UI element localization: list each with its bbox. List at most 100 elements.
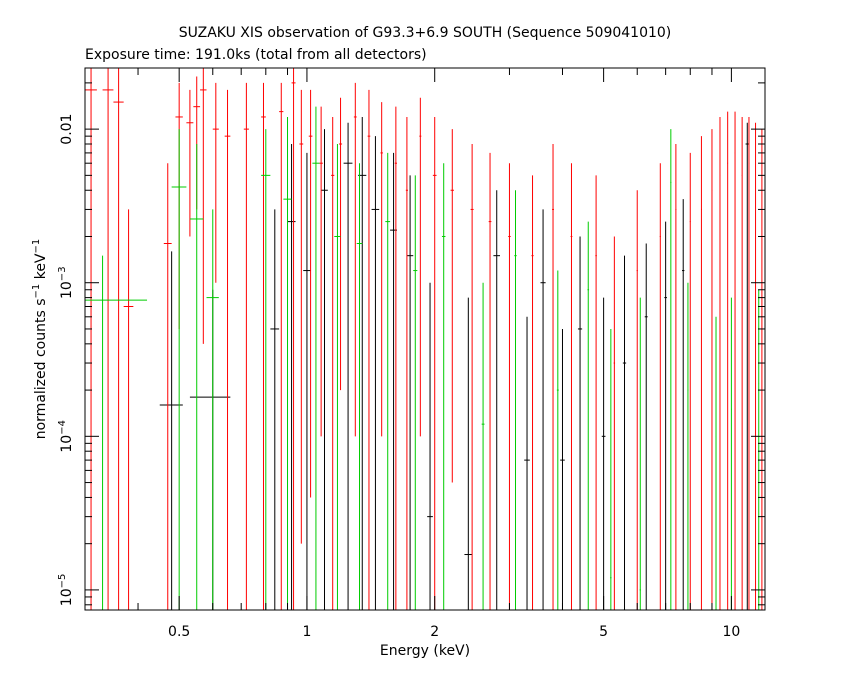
y-axis-label-middle: keV (33, 253, 49, 284)
data-point (675, 144, 677, 610)
data-point (319, 106, 323, 437)
data-point (353, 82, 357, 437)
data-point (745, 122, 749, 610)
y-tick-label: 10−5 (57, 574, 75, 607)
data-point (270, 209, 280, 610)
data-point (664, 221, 667, 610)
data-point (113, 68, 124, 610)
data-point (331, 116, 335, 610)
data-point (189, 289, 231, 610)
data-point (470, 144, 474, 610)
data-point (560, 328, 565, 610)
data-point (488, 152, 492, 610)
data-point (299, 89, 304, 544)
chart-title: SUZAKU XIS observation of G93.3+6.9 SOUT… (179, 25, 672, 41)
series-0 (159, 116, 749, 610)
data-point (587, 221, 590, 610)
x-tick-label: 0.5 (168, 624, 190, 640)
y-axis-label-exp1: −1 (31, 284, 42, 299)
data-point (613, 236, 616, 610)
data-point (303, 152, 311, 610)
data-point (102, 68, 114, 610)
data-point (321, 129, 328, 610)
data-point (380, 102, 383, 437)
data-point (406, 175, 414, 610)
data-point (394, 106, 398, 610)
data-point (622, 255, 627, 610)
data-point (212, 82, 219, 283)
data-point (711, 129, 713, 610)
data-point (413, 175, 418, 610)
data-point (279, 82, 284, 610)
data-point (464, 297, 473, 610)
y-tick-label: 10−4 (57, 420, 75, 453)
data-point (163, 163, 172, 610)
data-point (339, 97, 343, 391)
x-tick-label: 10 (722, 624, 740, 640)
data-point (343, 122, 353, 610)
data-point (741, 116, 743, 610)
data-point (531, 175, 534, 610)
data-point (186, 89, 194, 237)
data-point (595, 175, 597, 610)
data-layer (85, 68, 763, 610)
data-point (659, 163, 661, 610)
data-point (441, 163, 446, 610)
data-point (85, 68, 97, 610)
data-point (85, 255, 148, 610)
data-point (171, 129, 187, 610)
chart-subtitle: Exposure time: 191.0ks (total from all d… (85, 47, 427, 63)
data-point (577, 236, 583, 610)
data-point (508, 163, 511, 610)
data-point (189, 144, 204, 610)
axis-ticks: 0.5 1 2 5 10 10−5 10−4 10−3 0.01 (57, 68, 765, 640)
data-point (610, 328, 612, 610)
y-tick-label: 0.01 (59, 114, 75, 145)
data-point (419, 97, 422, 437)
data-point (481, 282, 485, 610)
data-point (291, 68, 296, 610)
data-point (670, 129, 672, 610)
data-point (540, 209, 546, 610)
plot-frame (84, 67, 766, 611)
data-point (123, 209, 134, 610)
data-point (715, 316, 717, 610)
data-point (283, 116, 292, 610)
data-point (261, 82, 266, 610)
data-point (427, 282, 433, 610)
data-point (552, 144, 554, 610)
y-tick-label: 10−3 (57, 266, 75, 299)
data-point (639, 297, 641, 610)
data-point (367, 89, 371, 610)
data-point (514, 190, 517, 610)
data-point (243, 82, 249, 610)
data-point (524, 316, 530, 610)
data-point (405, 116, 408, 610)
x-axis-label: Energy (keV) (380, 643, 470, 659)
data-point (727, 111, 729, 610)
data-point (689, 152, 691, 610)
data-point (644, 243, 648, 610)
data-point (734, 111, 736, 610)
data-point (261, 129, 271, 610)
data-point (636, 190, 638, 610)
data-point (758, 289, 760, 610)
data-point (308, 89, 313, 498)
data-point (224, 89, 231, 610)
data-point (371, 136, 380, 610)
data-point (450, 129, 454, 483)
data-point (206, 209, 219, 610)
x-tick-label: 2 (430, 624, 439, 640)
data-point (287, 144, 296, 610)
data-point (432, 116, 437, 610)
y-axis-label-prefix: normalized counts s (33, 298, 49, 439)
x-tick-label: 1 (302, 624, 311, 640)
data-point (601, 297, 606, 610)
data-point (385, 152, 391, 610)
data-point (748, 116, 750, 610)
data-point (730, 297, 732, 610)
data-point (312, 106, 320, 610)
data-point (719, 116, 721, 610)
x-tick-label: 5 (599, 624, 608, 640)
